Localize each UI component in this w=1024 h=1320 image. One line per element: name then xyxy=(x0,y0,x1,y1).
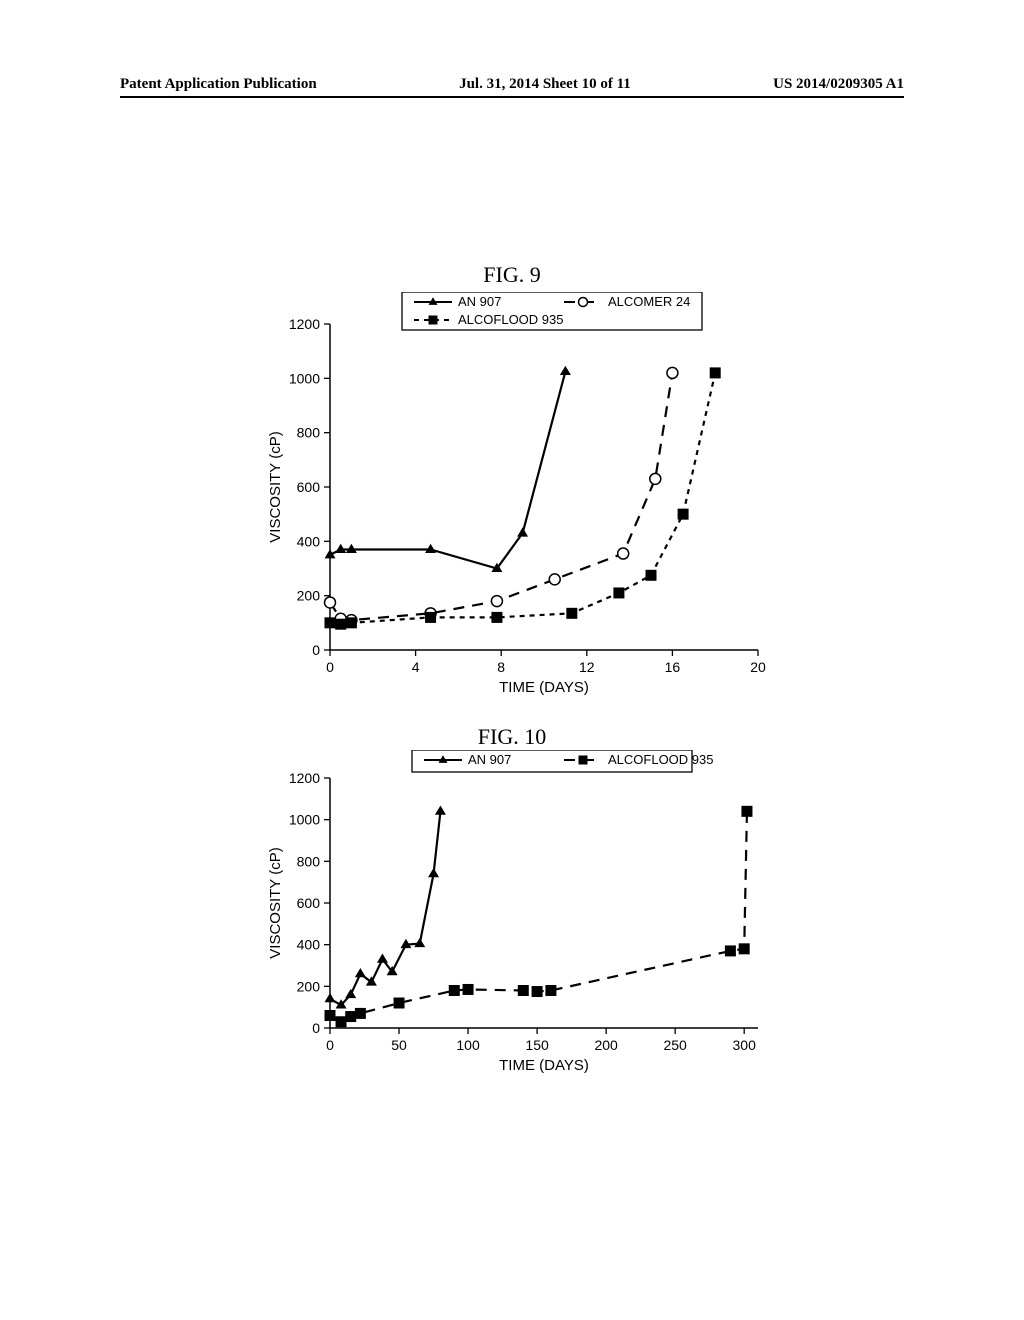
svg-text:16: 16 xyxy=(665,659,681,675)
fig10-title: FIG. 10 xyxy=(0,724,1024,750)
svg-text:400: 400 xyxy=(297,937,321,953)
svg-text:1000: 1000 xyxy=(289,812,320,828)
svg-text:1200: 1200 xyxy=(289,770,320,786)
svg-text:TIME (DAYS): TIME (DAYS) xyxy=(499,679,589,696)
svg-text:0: 0 xyxy=(326,659,334,675)
header-left: Patent Application Publication xyxy=(120,76,317,93)
svg-text:400: 400 xyxy=(297,533,321,549)
svg-text:600: 600 xyxy=(297,895,321,911)
svg-text:AN 907: AN 907 xyxy=(468,752,511,767)
fig10-chart: 0 200 400 600 800 1000 1200 0 50 100 150 200 250 300 T… xyxy=(252,750,772,1080)
svg-text:1200: 1200 xyxy=(289,316,320,332)
svg-text:20: 20 xyxy=(750,659,766,675)
fig9-chart: 0 200 400 600 800 1000 1200 0 4 8 12 16 20 TIME (DAYS… xyxy=(252,292,772,702)
svg-text:1000: 1000 xyxy=(289,370,320,386)
svg-text:4: 4 xyxy=(412,659,420,675)
header-right: US 2014/0209305 A1 xyxy=(773,76,904,93)
svg-text:AN 907: AN 907 xyxy=(458,294,501,309)
svg-text:800: 800 xyxy=(297,425,321,441)
header-center: Jul. 31, 2014 Sheet 10 of 11 xyxy=(459,76,631,93)
svg-text:0: 0 xyxy=(312,1020,320,1036)
fig9-title: FIG. 9 xyxy=(0,262,1024,288)
svg-text:150: 150 xyxy=(525,1037,549,1053)
svg-text:TIME (DAYS): TIME (DAYS) xyxy=(499,1057,589,1074)
page: Patent Application Publication Jul. 31, … xyxy=(0,0,1024,1320)
svg-text:12: 12 xyxy=(579,659,595,675)
svg-text:VISCOSITY (cP): VISCOSITY (cP) xyxy=(267,847,284,958)
svg-text:0: 0 xyxy=(326,1037,334,1053)
svg-text:8: 8 xyxy=(497,659,505,675)
svg-text:250: 250 xyxy=(663,1037,687,1053)
svg-text:0: 0 xyxy=(312,642,320,658)
svg-text:ALCOMER 24: ALCOMER 24 xyxy=(608,294,690,309)
page-header: Patent Application Publication Jul. 31, … xyxy=(120,76,904,98)
svg-text:ALCOFLOOD 935: ALCOFLOOD 935 xyxy=(608,752,714,767)
svg-text:50: 50 xyxy=(391,1037,407,1053)
svg-text:300: 300 xyxy=(733,1037,757,1053)
svg-text:200: 200 xyxy=(297,978,321,994)
svg-text:VISCOSITY (cP): VISCOSITY (cP) xyxy=(267,431,284,542)
svg-text:100: 100 xyxy=(456,1037,480,1053)
svg-text:600: 600 xyxy=(297,479,321,495)
svg-text:200: 200 xyxy=(297,588,321,604)
svg-text:ALCOFLOOD 935: ALCOFLOOD 935 xyxy=(458,312,564,327)
svg-text:800: 800 xyxy=(297,853,321,869)
svg-text:200: 200 xyxy=(594,1037,618,1053)
